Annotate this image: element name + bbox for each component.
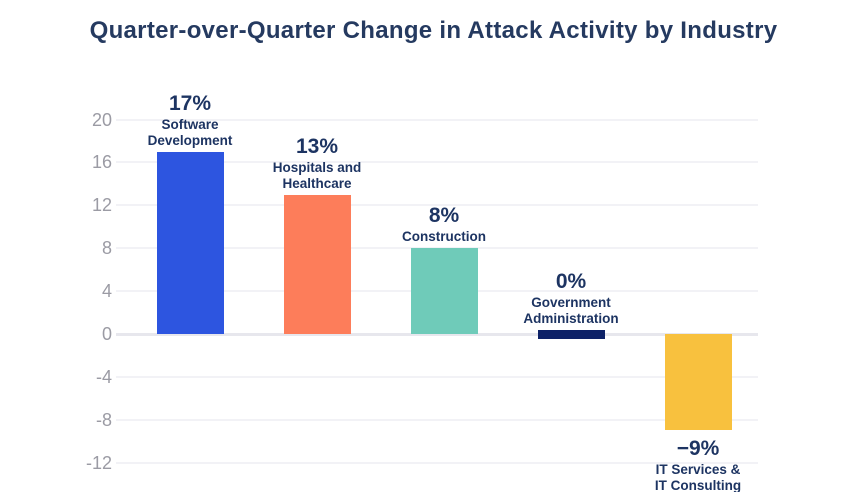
bar-hospitals-and-healthcare [283,194,351,334]
y-tick-label: 0 [101,324,112,344]
chart-title: Quarter-over-Quarter Change in Attack Ac… [89,17,778,44]
y-tick-label: 16 [91,152,112,173]
gridline [116,204,758,207]
bar-label: −9% IT Services & IT Consulting [606,436,790,492]
y-tick-label: 12 [91,195,112,216]
bar-value-label: 13% [295,134,339,158]
y-tick-label: -12 [85,452,112,473]
gridline [116,418,758,421]
bar-value-label: 0% [555,269,587,293]
bar-category-label: Development [147,132,233,148]
bar-category-label: Government [531,294,611,310]
gridline [116,461,758,464]
bar-construction [410,248,478,334]
bar-category-label: Healthcare [282,175,352,191]
bar-label: 13% Hospitals and Healthcare [225,134,409,192]
bar-category-label: IT Services & [655,462,741,478]
bar-it-services-it-consulting [664,334,732,431]
bar-label: 17% Software Development [98,91,282,149]
bar-category-label: Construction [402,229,486,245]
bar-category-label: Software [161,116,219,132]
y-tick-label: 4 [101,281,112,302]
bar-value-label: 17% [168,91,212,115]
y-tick-label: 20 [91,109,112,130]
zero-line [116,332,758,336]
bar-government-administration [537,329,605,339]
bar-label: 8% Construction [352,203,536,245]
bar-value-label: −9% [676,437,720,461]
y-tick-label: -8 [95,409,112,430]
gridline [116,118,758,121]
bar-category-label: IT Consulting [654,478,742,492]
bar-value-label: 8% [428,204,460,228]
y-tick-label: 8 [101,238,112,259]
gridline [116,161,758,164]
bar-software-development [156,151,224,334]
gridline [116,375,758,378]
bar-category-label: Administration [523,310,619,326]
y-tick-label: -4 [95,366,112,387]
bar-label: 0% Government Administration [479,269,663,327]
bar-category-label: Hospitals and [272,159,362,175]
